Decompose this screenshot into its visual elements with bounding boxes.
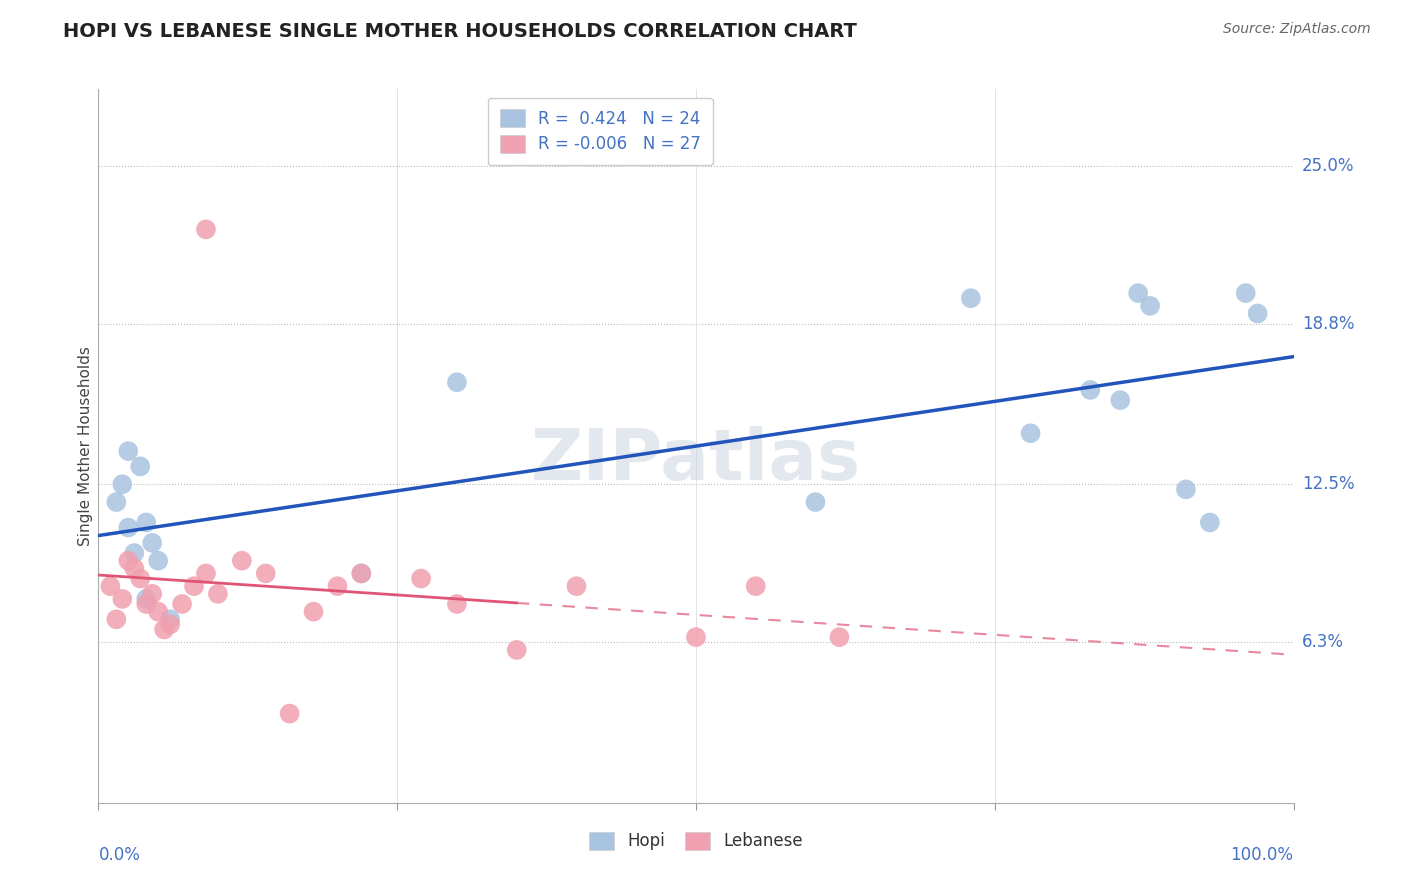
Y-axis label: Single Mother Households: Single Mother Households [77, 346, 93, 546]
Point [111, 591, 134, 606]
Point [153, 623, 176, 637]
Point [98, 579, 122, 593]
Point [446, 597, 468, 611]
Point [117, 520, 139, 534]
Point [105, 495, 128, 509]
Text: 100.0%: 100.0% [1230, 846, 1294, 863]
Point [960, 291, 983, 305]
Point [124, 546, 146, 560]
Point [804, 495, 827, 509]
Point [350, 566, 373, 581]
Point [1139, 299, 1161, 313]
Text: 6.3%: 6.3% [1302, 633, 1344, 651]
Point [565, 579, 588, 593]
Point [183, 579, 205, 593]
Point [278, 706, 301, 721]
Text: Source: ZipAtlas.com: Source: ZipAtlas.com [1223, 22, 1371, 37]
Point [254, 566, 277, 581]
Point [207, 587, 229, 601]
Point [148, 605, 170, 619]
Point [1019, 426, 1042, 441]
Text: 12.5%: 12.5% [1302, 475, 1354, 493]
Point [1175, 483, 1198, 497]
Point [411, 572, 433, 586]
Point [124, 561, 146, 575]
Point [1234, 286, 1257, 301]
Point [148, 554, 170, 568]
Text: ZIPatlas: ZIPatlas [531, 425, 860, 495]
Point [111, 477, 134, 491]
Point [685, 630, 707, 644]
Point [1080, 383, 1102, 397]
Point [1199, 516, 1222, 530]
Point [159, 617, 181, 632]
Point [135, 516, 157, 530]
Point [159, 612, 181, 626]
Point [135, 591, 157, 606]
Point [231, 554, 253, 568]
Point [129, 459, 152, 474]
Point [105, 612, 128, 626]
Point [135, 597, 157, 611]
Point [1109, 393, 1132, 408]
Point [506, 643, 529, 657]
Point [350, 566, 373, 581]
Point [195, 222, 218, 236]
Legend: Hopi, Lebanese: Hopi, Lebanese [581, 823, 811, 859]
Point [195, 566, 218, 581]
Point [172, 597, 194, 611]
Point [745, 579, 768, 593]
Point [129, 572, 152, 586]
Point [302, 605, 325, 619]
Text: 18.8%: 18.8% [1302, 315, 1354, 333]
Point [1128, 286, 1150, 301]
Text: 0.0%: 0.0% [98, 846, 141, 863]
Point [828, 630, 851, 644]
Point [117, 554, 139, 568]
Point [141, 587, 163, 601]
Point [117, 444, 139, 458]
Text: HOPI VS LEBANESE SINGLE MOTHER HOUSEHOLDS CORRELATION CHART: HOPI VS LEBANESE SINGLE MOTHER HOUSEHOLD… [63, 22, 858, 41]
Text: 25.0%: 25.0% [1302, 157, 1354, 175]
Point [1247, 306, 1270, 320]
Point [141, 536, 163, 550]
Point [326, 579, 349, 593]
Point [446, 376, 468, 390]
